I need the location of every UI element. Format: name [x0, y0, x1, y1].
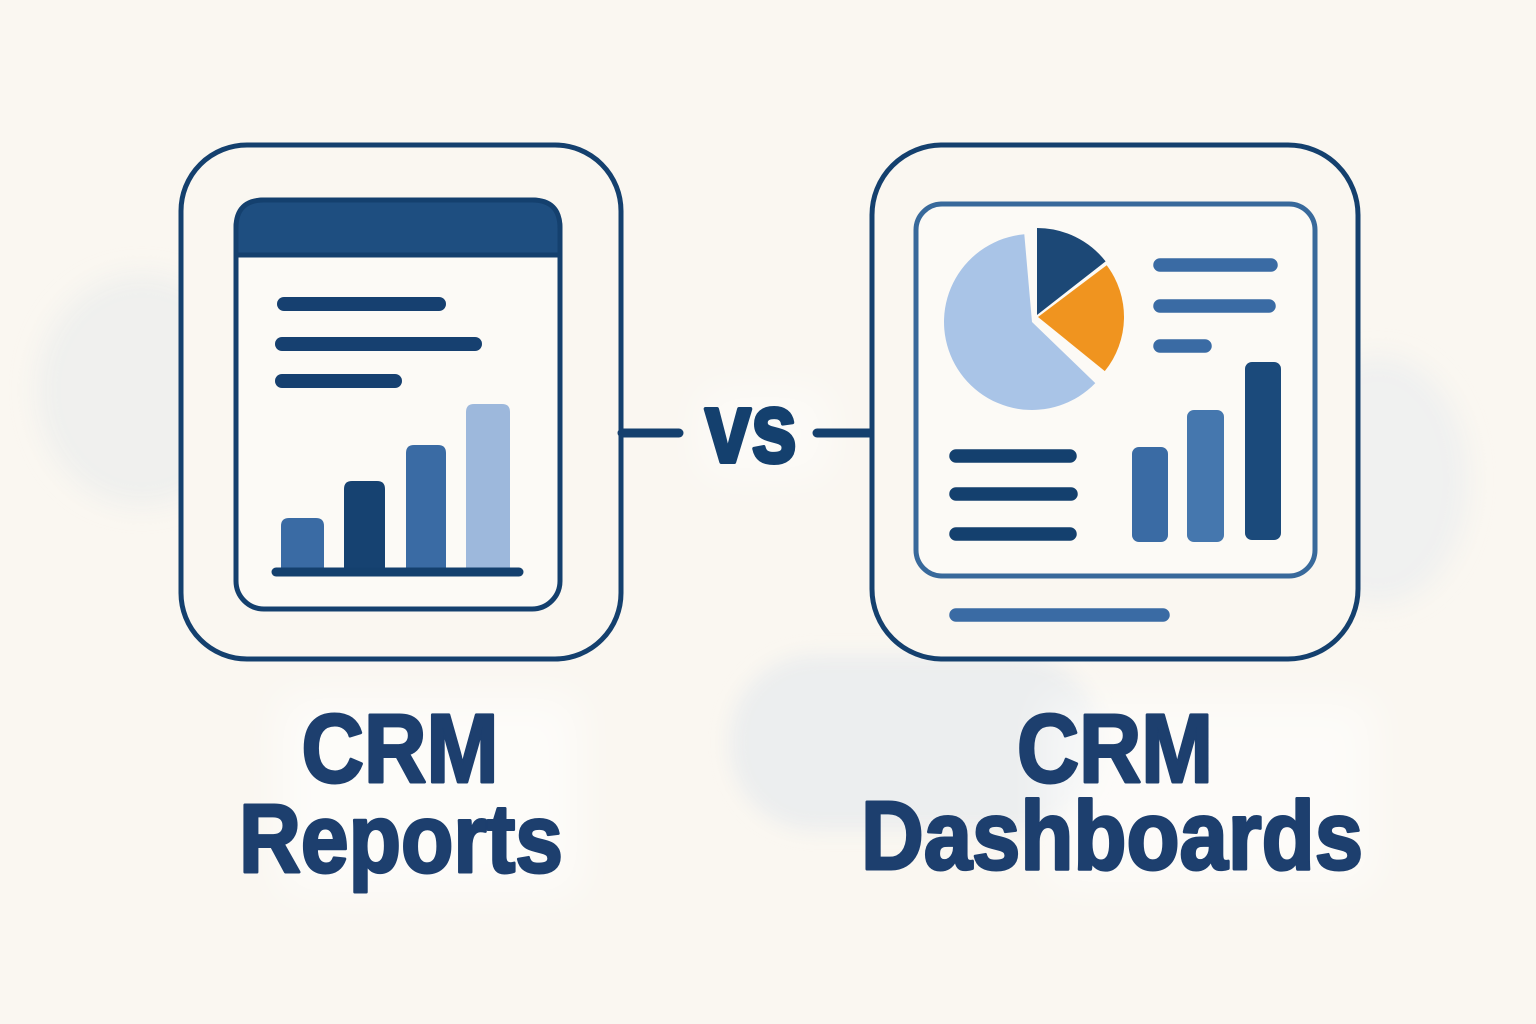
- svg-text:CRM: CRM: [1017, 694, 1213, 803]
- svg-text:Reports: Reports: [239, 784, 563, 893]
- svg-text:Dashboards: Dashboards: [861, 781, 1363, 890]
- svg-text:vs: vs: [705, 372, 797, 484]
- svg-text:CRM: CRM: [302, 694, 499, 803]
